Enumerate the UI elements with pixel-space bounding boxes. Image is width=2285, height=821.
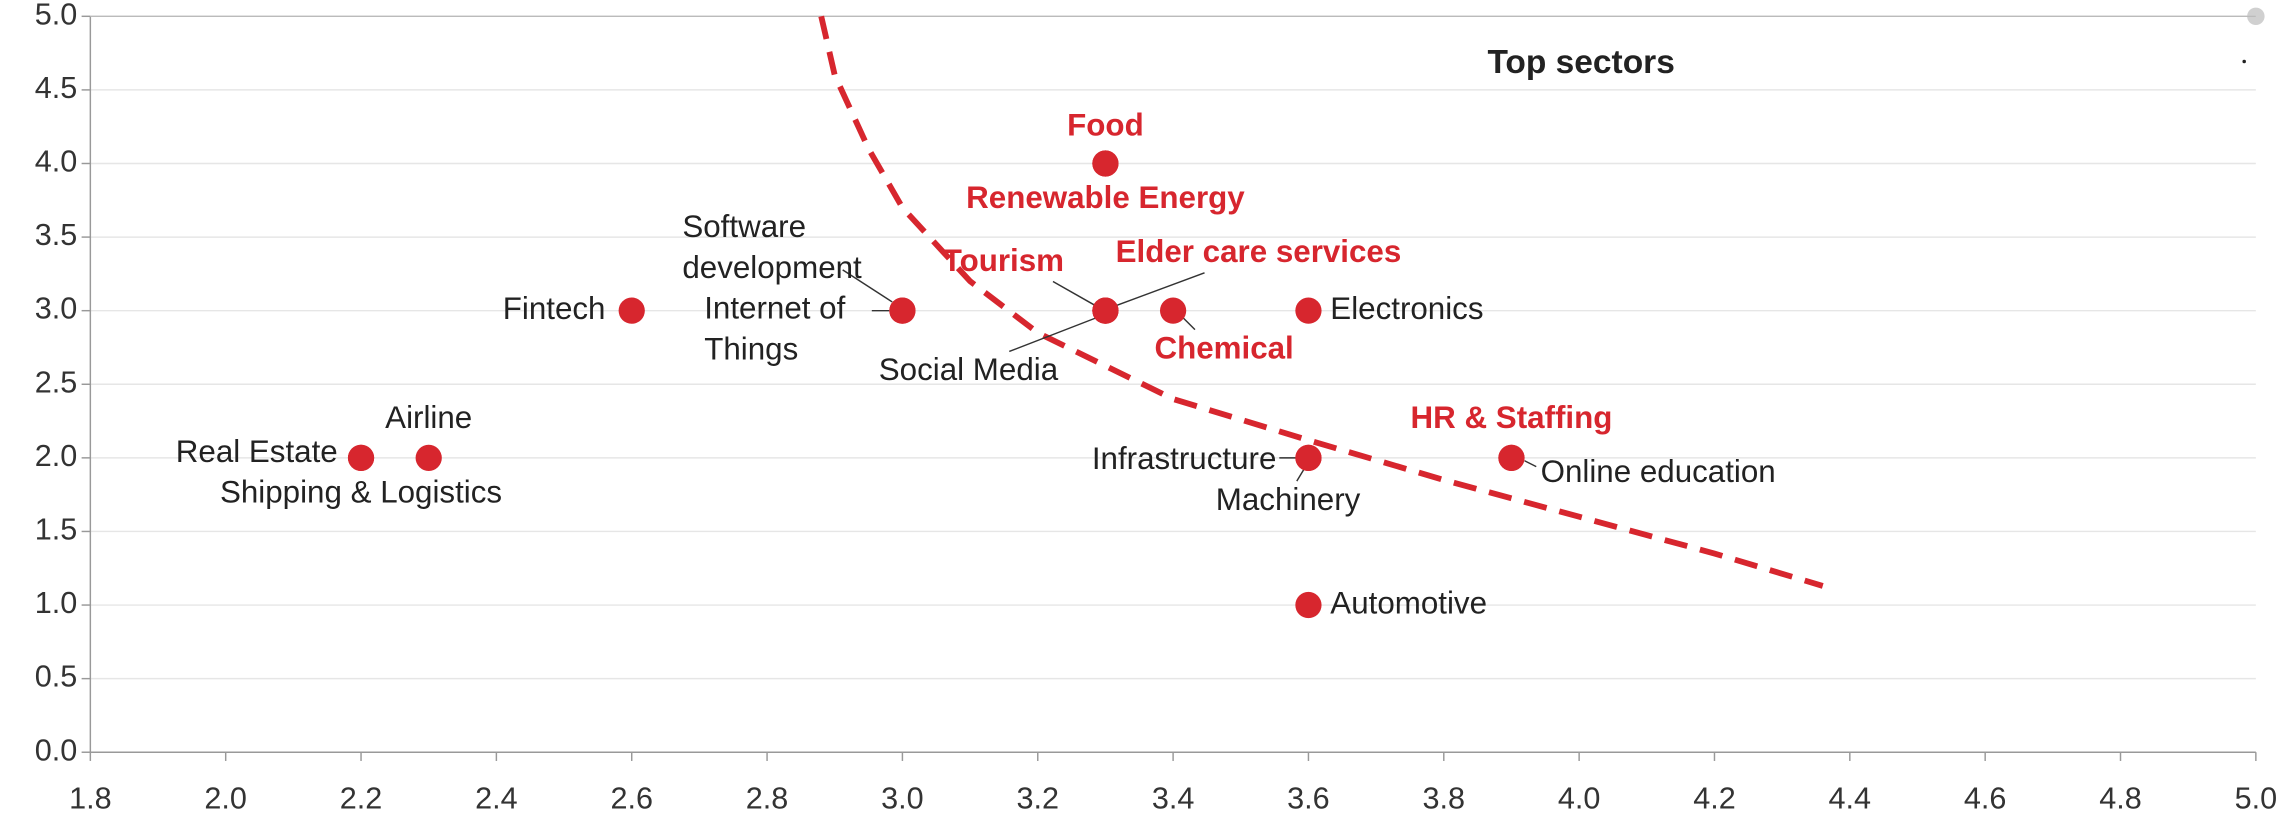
- y-tick-label: 1.5: [35, 513, 78, 547]
- point: [1498, 444, 1525, 471]
- y-tick-label: 4.5: [35, 71, 78, 105]
- x-tick-label: 4.6: [1964, 781, 2007, 815]
- x-tick-label: 2.4: [475, 781, 518, 815]
- point-label: Shipping & Logistics: [220, 475, 502, 510]
- x-tick-label: 2.8: [746, 781, 789, 815]
- point-label: Chemical: [1154, 330, 1293, 365]
- leader-line: [1008, 315, 1100, 353]
- y-tick-label: 0.0: [35, 733, 78, 767]
- leader-line: [1113, 272, 1205, 307]
- point: [1092, 150, 1119, 177]
- leader-line: [1524, 460, 1537, 468]
- point-label: Internet of Things: [704, 291, 854, 367]
- x-tick-label: 4.0: [1558, 781, 1601, 815]
- point: [1295, 444, 1322, 471]
- point-label: Tourism: [943, 243, 1064, 278]
- y-tick-label: 0.5: [35, 660, 78, 694]
- point-label: Electronics: [1330, 291, 1483, 326]
- x-tick-label: 2.0: [204, 781, 247, 815]
- dot: [2242, 59, 2246, 64]
- point-label: Food: [1067, 107, 1144, 142]
- point-label: HR & Staffing: [1411, 400, 1613, 435]
- point-label: Automotive: [1330, 585, 1487, 620]
- x-tick-label: 2.2: [340, 781, 383, 815]
- point: [618, 297, 645, 324]
- x-tick-label: 1.8: [69, 781, 112, 815]
- annotation-title: Top sectors: [1487, 44, 1674, 81]
- x-tick-label: 5.0: [2235, 781, 2278, 815]
- point-label: Real Estate: [176, 434, 338, 469]
- point-label: Infrastructure: [1092, 441, 1277, 476]
- label-line: Software: [682, 209, 814, 244]
- point-label: Elder care services: [1116, 234, 1402, 269]
- point-label: Software development: [682, 209, 862, 285]
- y-tick-label: 3.5: [35, 218, 78, 252]
- leader-line: [842, 269, 893, 303]
- point: [1159, 297, 1187, 324]
- leader-line: [1182, 317, 1196, 331]
- point: [347, 444, 375, 471]
- point-label: Airline: [385, 400, 472, 435]
- frontier-curve: [818, 15, 1824, 589]
- point: [415, 444, 442, 471]
- y-tick-label: 1.0: [35, 586, 78, 620]
- label-line: development: [682, 250, 862, 285]
- point-label: Online education: [1541, 454, 1776, 489]
- leader-line: [1052, 280, 1098, 307]
- x-tick-label: 4.8: [2099, 781, 2142, 815]
- x-tick-label: 4.4: [1829, 781, 1872, 815]
- x-tick-label: 3.0: [881, 781, 924, 815]
- point: [889, 297, 916, 324]
- x-tick-label: 4.2: [1693, 781, 1736, 815]
- x-tick-label: 3.4: [1152, 781, 1195, 815]
- point: [1092, 297, 1119, 324]
- x-tick-label: 3.6: [1287, 781, 1330, 815]
- y-tick-label: 4.0: [35, 145, 78, 179]
- y-tick-label: 2.5: [35, 365, 78, 399]
- label-line: Internet of: [704, 291, 854, 326]
- point-label: Fintech: [503, 291, 606, 326]
- point-label: Social Media: [879, 352, 1059, 387]
- x-tick-label: 3.8: [1423, 781, 1466, 815]
- point: [1295, 297, 1322, 324]
- point-label: Renewable Energy: [966, 180, 1245, 215]
- label-line: Things: [704, 332, 798, 367]
- y-tick-label: 3.0: [35, 292, 78, 326]
- x-tick-label: 3.2: [1016, 781, 1059, 815]
- x-tick-label: 2.6: [610, 781, 653, 815]
- y-tick-label: 5.0: [35, 0, 78, 31]
- point-label: Machinery: [1216, 482, 1361, 517]
- point: [1295, 591, 1322, 619]
- y-tick-label: 2.0: [35, 439, 78, 473]
